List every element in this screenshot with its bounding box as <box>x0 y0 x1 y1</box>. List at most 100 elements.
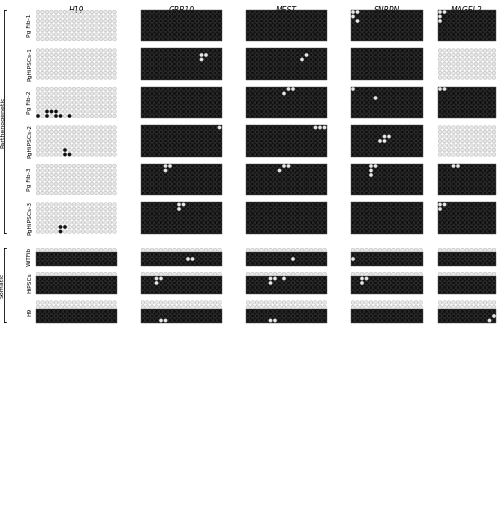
Circle shape <box>313 76 317 79</box>
Circle shape <box>54 14 58 19</box>
Circle shape <box>318 186 322 191</box>
Circle shape <box>49 14 53 19</box>
Circle shape <box>49 290 53 294</box>
Circle shape <box>268 100 272 105</box>
Circle shape <box>150 144 154 147</box>
Circle shape <box>483 216 487 220</box>
Circle shape <box>456 92 460 95</box>
Circle shape <box>36 225 40 229</box>
Circle shape <box>36 212 40 215</box>
Circle shape <box>264 114 268 118</box>
Circle shape <box>277 148 281 152</box>
Circle shape <box>36 114 40 118</box>
Circle shape <box>277 262 281 265</box>
Circle shape <box>200 310 204 314</box>
Circle shape <box>405 178 409 181</box>
Circle shape <box>414 28 418 32</box>
Circle shape <box>182 310 186 314</box>
Circle shape <box>309 58 313 61</box>
Circle shape <box>291 66 295 71</box>
Circle shape <box>250 139 254 143</box>
Circle shape <box>483 191 487 195</box>
Circle shape <box>369 252 373 256</box>
Circle shape <box>204 144 208 147</box>
Circle shape <box>465 216 469 220</box>
Circle shape <box>173 310 177 314</box>
Circle shape <box>483 62 487 66</box>
Circle shape <box>277 28 281 32</box>
Circle shape <box>90 48 94 53</box>
Circle shape <box>282 53 286 57</box>
Circle shape <box>414 216 418 220</box>
Circle shape <box>45 148 49 152</box>
Circle shape <box>438 207 442 211</box>
Circle shape <box>419 301 422 304</box>
Circle shape <box>465 71 469 75</box>
Circle shape <box>356 24 359 27</box>
Circle shape <box>286 286 290 289</box>
Circle shape <box>213 220 217 225</box>
Circle shape <box>40 92 44 95</box>
Circle shape <box>186 248 190 252</box>
Circle shape <box>213 212 217 215</box>
Circle shape <box>264 134 268 139</box>
Circle shape <box>209 37 213 41</box>
Circle shape <box>479 186 483 191</box>
Circle shape <box>99 225 103 229</box>
Circle shape <box>277 173 281 177</box>
Circle shape <box>54 207 58 211</box>
Circle shape <box>250 100 254 105</box>
Circle shape <box>209 114 213 118</box>
Circle shape <box>67 216 71 220</box>
Circle shape <box>360 310 364 314</box>
Circle shape <box>200 168 204 173</box>
Circle shape <box>365 87 368 91</box>
Circle shape <box>300 66 304 71</box>
Circle shape <box>182 301 186 304</box>
Circle shape <box>177 144 181 147</box>
Circle shape <box>282 248 286 252</box>
Circle shape <box>90 110 94 113</box>
Circle shape <box>177 24 181 27</box>
Circle shape <box>365 96 368 100</box>
Circle shape <box>492 32 496 37</box>
Circle shape <box>438 310 442 314</box>
Circle shape <box>304 202 308 207</box>
Circle shape <box>150 130 154 134</box>
Circle shape <box>452 301 456 304</box>
Circle shape <box>67 262 71 265</box>
Circle shape <box>168 37 172 41</box>
Circle shape <box>99 173 103 177</box>
Circle shape <box>54 53 58 57</box>
Circle shape <box>392 28 395 32</box>
Circle shape <box>360 53 364 57</box>
Circle shape <box>177 319 181 322</box>
Circle shape <box>150 314 154 318</box>
Circle shape <box>456 37 460 41</box>
Circle shape <box>465 126 469 129</box>
Circle shape <box>452 37 456 41</box>
Circle shape <box>273 19 277 23</box>
Circle shape <box>45 262 49 265</box>
Circle shape <box>369 48 373 53</box>
Circle shape <box>159 126 163 129</box>
Circle shape <box>191 202 195 207</box>
Circle shape <box>378 286 382 289</box>
Circle shape <box>246 164 250 168</box>
Circle shape <box>54 252 58 256</box>
Circle shape <box>250 186 254 191</box>
Circle shape <box>356 76 359 79</box>
Circle shape <box>483 220 487 225</box>
Circle shape <box>182 262 186 265</box>
Circle shape <box>164 105 167 109</box>
Circle shape <box>318 191 322 195</box>
Circle shape <box>213 225 217 229</box>
Circle shape <box>465 48 469 53</box>
Circle shape <box>195 148 199 152</box>
Circle shape <box>164 212 167 215</box>
Circle shape <box>45 105 49 109</box>
Circle shape <box>474 66 478 71</box>
Circle shape <box>351 257 355 261</box>
Circle shape <box>318 301 322 304</box>
Circle shape <box>146 178 149 181</box>
